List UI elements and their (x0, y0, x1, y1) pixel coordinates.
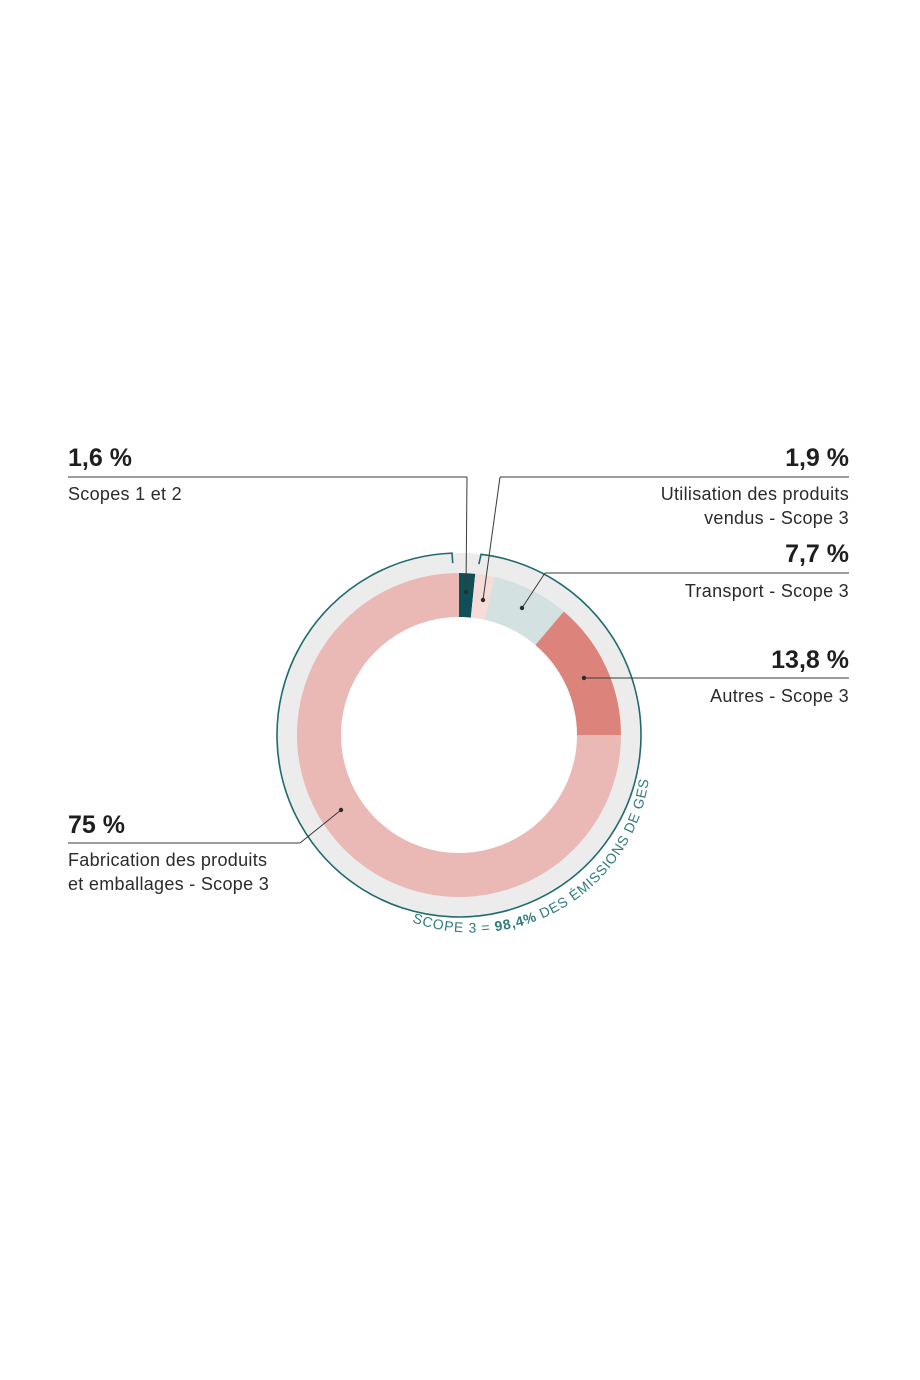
slice-0-label-line-0: Scopes 1 et 2 (68, 484, 182, 504)
slice-2 (484, 576, 564, 646)
slice-1-label-line-1: vendus - Scope 3 (704, 508, 849, 528)
slice-3-label-line-0: Autres - Scope 3 (710, 686, 849, 706)
leader-dot-0 (463, 589, 469, 595)
leader-dot-4 (338, 807, 344, 813)
scope3-bracket (276, 552, 642, 918)
leader-connector-2 (521, 572, 546, 609)
slice-3 (535, 611, 621, 735)
leader-connector-4 (299, 809, 342, 844)
slice-2-label-line-0: Transport - Scope 3 (685, 581, 849, 601)
donut-slices (297, 573, 621, 897)
slice-0-percentage: 1,6 % (68, 444, 132, 472)
slice-4-percentage: 75 % (68, 811, 125, 839)
slice-2-percentage: 7,7 % (785, 540, 849, 568)
leader-connector-1 (482, 476, 501, 601)
slice-3-percentage: 13,8 % (771, 646, 849, 674)
slice-1-label-line-0: Utilisation des produits (661, 484, 849, 504)
leader-connector-0 (465, 476, 468, 593)
slice-1 (470, 573, 495, 620)
slice-4-label-line-0: Fabrication des produits (68, 850, 267, 870)
slice-labels: 1,6 % Scopes 1 et 2 1,9 % Utilisation des p… (68, 444, 849, 894)
slice-1-percentage: 1,9 % (785, 444, 849, 472)
slice-0 (459, 573, 476, 618)
leader-lines (68, 476, 849, 844)
leader-dot-3 (581, 675, 587, 681)
leader-dot-2 (519, 605, 525, 611)
slice-4-label-line-1: et emballages - Scope 3 (68, 874, 269, 894)
leader-dot-1 (480, 597, 486, 603)
